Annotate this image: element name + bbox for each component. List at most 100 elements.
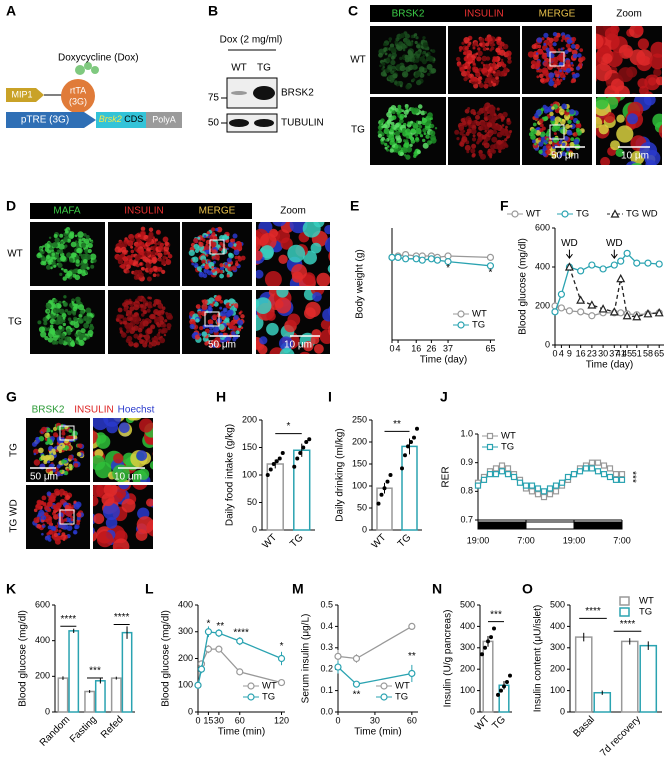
cell: [388, 134, 394, 140]
cell: [52, 526, 57, 531]
cell: [483, 64, 485, 66]
cell: [473, 134, 476, 137]
cell: [576, 66, 580, 70]
cell: [212, 314, 217, 319]
cell: [466, 132, 470, 136]
cell: [559, 141, 562, 144]
cell: [115, 246, 121, 252]
bar: [483, 641, 493, 712]
y-tick-label: 600: [35, 599, 50, 609]
cell: [634, 26, 643, 35]
scale-label: 50 μm: [551, 151, 579, 162]
cell: [75, 297, 81, 303]
cell: [484, 139, 488, 143]
cell: [136, 238, 140, 242]
cell: [214, 254, 220, 260]
cell: [202, 331, 208, 337]
cell: [71, 519, 74, 522]
cell: [58, 530, 61, 533]
cell: [471, 129, 477, 135]
cell: [465, 46, 469, 50]
scale-label: 10 μm: [284, 340, 312, 351]
cell: [419, 56, 425, 62]
cell: [164, 319, 167, 322]
cell: [493, 56, 497, 60]
cell: [136, 264, 140, 268]
cell: [610, 140, 620, 150]
cell: [484, 104, 487, 107]
cell: [390, 60, 395, 65]
marker: [488, 434, 493, 439]
cell: [276, 285, 288, 297]
data-point: [403, 453, 407, 457]
cell: [37, 439, 41, 443]
cell: [392, 115, 397, 120]
annotation: *: [206, 618, 210, 629]
cell: [384, 143, 387, 146]
cell: [73, 269, 78, 274]
cell: [548, 72, 554, 78]
cell: [387, 145, 390, 148]
cell: [572, 64, 575, 67]
x-tick-label: 30: [598, 348, 608, 358]
cell: [149, 314, 155, 320]
cell: [499, 71, 505, 77]
y-tick-label: 250: [352, 414, 367, 424]
cell: [90, 265, 94, 269]
cell: [616, 125, 633, 142]
cell: [473, 62, 476, 65]
cell: [466, 150, 469, 153]
cell: [201, 304, 207, 310]
y-tick-label: 50: [247, 497, 257, 507]
y-tick-label: 0: [545, 339, 550, 349]
cell: [164, 242, 169, 247]
data-point: [492, 627, 496, 631]
annotation: ***: [626, 471, 637, 483]
cell: [235, 256, 238, 259]
cell: [482, 56, 488, 62]
cell: [494, 113, 497, 116]
micrograph: [26, 485, 90, 549]
marker: [500, 463, 505, 468]
marker: [584, 466, 589, 471]
cell: [430, 130, 436, 136]
bar: [85, 691, 94, 712]
marker: [279, 656, 285, 662]
cell: [143, 335, 146, 338]
marker: [578, 469, 583, 474]
cell: [484, 72, 487, 75]
cell: [565, 117, 569, 121]
cell: [65, 230, 68, 233]
cell: [43, 502, 47, 506]
cell: [47, 439, 53, 445]
y-axis-label: Insulin content (μU/islet): [533, 605, 544, 712]
cell: [509, 130, 512, 133]
panel-letter: L: [145, 581, 154, 597]
cell: [471, 77, 476, 82]
cell: [131, 250, 135, 254]
cell: [76, 248, 81, 253]
panel-letter: C: [348, 3, 358, 19]
marker: [216, 646, 222, 652]
cell: [236, 330, 240, 334]
cell: [118, 241, 123, 246]
cell: [492, 63, 496, 67]
cell: [554, 70, 558, 74]
cell: [476, 56, 481, 61]
data-point: [377, 502, 381, 506]
data-point: [389, 473, 393, 477]
y-tick-label: 400: [35, 635, 50, 645]
micrograph: [247, 282, 345, 366]
data-point: [508, 674, 512, 678]
cell: [114, 547, 125, 558]
cell: [83, 323, 89, 329]
marker: [389, 254, 395, 260]
cell: [503, 67, 509, 73]
cell: [159, 338, 165, 344]
cell: [60, 494, 62, 496]
cell: [77, 444, 81, 448]
cell: [55, 539, 61, 545]
cell: [390, 128, 394, 132]
cell: [164, 251, 167, 254]
cell: [49, 259, 53, 263]
